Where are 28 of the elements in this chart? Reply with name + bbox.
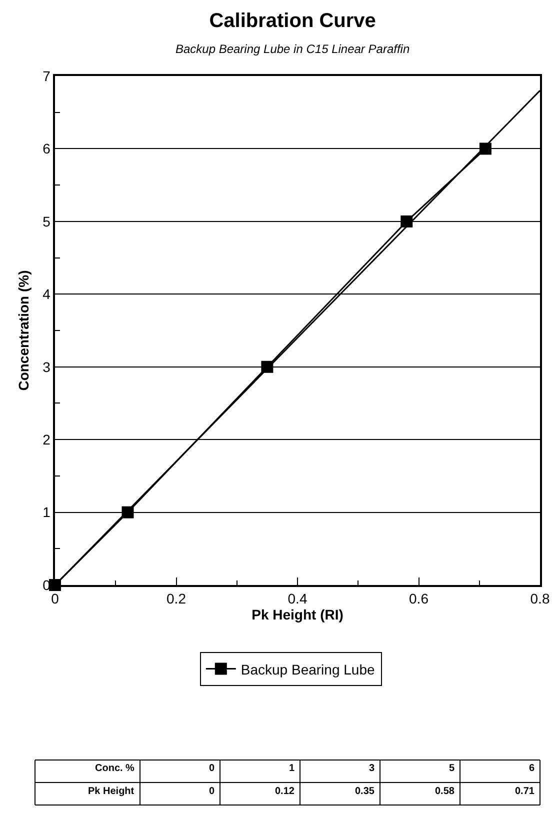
x-tick-label: 0.6 bbox=[409, 590, 429, 607]
text: 0.71 bbox=[515, 786, 535, 797]
text: 0.58 bbox=[435, 786, 455, 797]
text: Conc. % bbox=[95, 763, 135, 774]
text: Pk Height bbox=[88, 786, 135, 797]
legend-label: Backup Bearing Lube bbox=[240, 661, 375, 678]
y-tick-label: 7 bbox=[42, 68, 51, 84]
x-axis-title: Pk Height (RI) bbox=[252, 606, 344, 623]
text: 0.12 bbox=[275, 786, 295, 797]
text: 6 bbox=[529, 763, 535, 774]
y-tick-label: 5 bbox=[42, 213, 51, 230]
y-tick-label: 3 bbox=[42, 358, 51, 375]
x-tick-label: 0.8 bbox=[530, 590, 550, 607]
text: 3 bbox=[369, 763, 375, 774]
y-tick-label: 2 bbox=[42, 431, 51, 448]
chart-title: Calibration Curve bbox=[209, 10, 376, 32]
chart-subtitle: Backup Bearing Lube in C15 Linear Paraffin bbox=[175, 42, 410, 56]
text: 0 bbox=[209, 786, 215, 797]
x-tick-label: 0.4 bbox=[288, 590, 308, 607]
y-axis-title: Concentration (%) bbox=[16, 270, 32, 391]
y-tick-label: 4 bbox=[42, 286, 51, 302]
y-tick-label: 1 bbox=[42, 504, 51, 520]
x-tick-label: 0.2 bbox=[166, 590, 186, 607]
text: 5 bbox=[449, 763, 455, 774]
text: 1 bbox=[289, 763, 295, 774]
y-tick-label: 6 bbox=[42, 140, 51, 157]
text: 0 bbox=[209, 763, 215, 774]
text: 0.35 bbox=[355, 786, 375, 797]
